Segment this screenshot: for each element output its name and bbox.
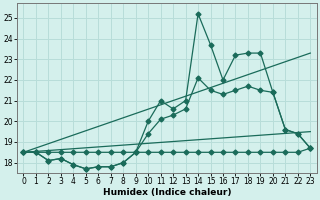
X-axis label: Humidex (Indice chaleur): Humidex (Indice chaleur)	[103, 188, 231, 197]
